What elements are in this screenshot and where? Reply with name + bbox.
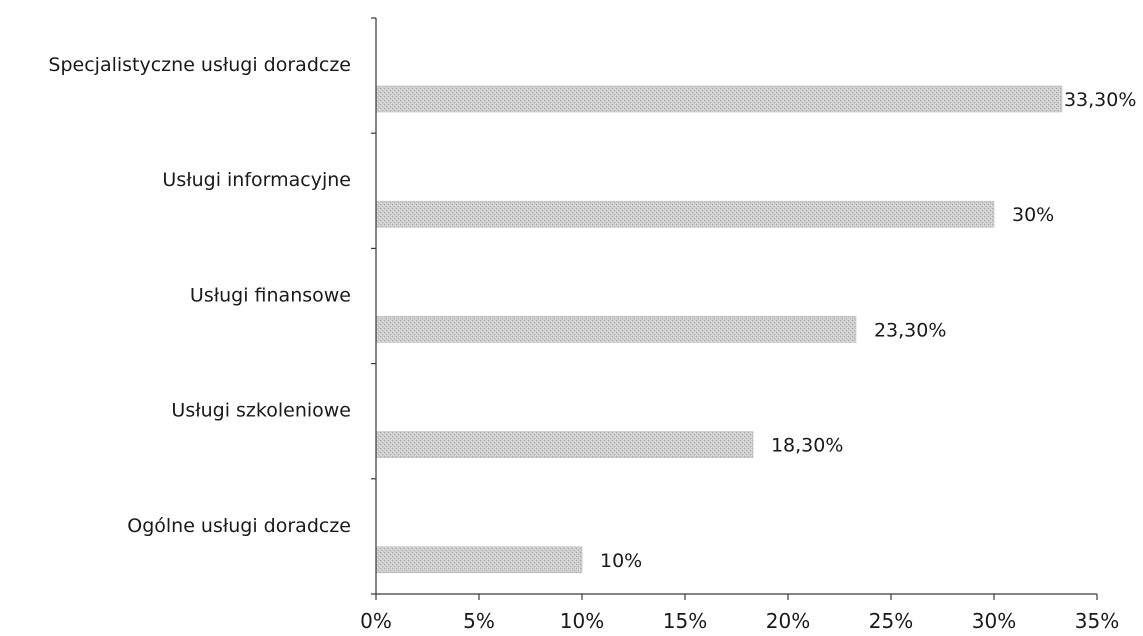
category-label-uslugi-szkoleniowe: Usługi szkoleniowe	[171, 400, 351, 422]
x-tick-label-5: 5%	[463, 609, 495, 633]
labels-group: Specjalistyczne usługi doradcze 33,30% Usł…	[48, 54, 1136, 633]
x-tick-label-30: 30%	[972, 609, 1016, 633]
x-tick-label-20: 20%	[766, 609, 810, 633]
bar-uslugi-szkoleniowe	[375, 431, 754, 458]
bar-ogolne-uslugi-doradcze	[375, 546, 583, 574]
bars-group	[375, 85, 1063, 574]
data-label-uslugi-informacyjne: 30%	[1012, 204, 1054, 226]
axes-group	[371, 17, 1098, 600]
data-label-specjalistyczne-uslugi-doradcze: 33,30%	[1064, 89, 1136, 111]
x-tick-label-25: 25%	[869, 609, 913, 633]
x-tick-label-0: 0%	[360, 609, 392, 633]
x-tick-label-10: 10%	[560, 609, 604, 633]
x-tick-label-35: 35%	[1075, 609, 1119, 633]
x-tick-label-15: 15%	[663, 609, 707, 633]
bar-uslugi-finansowe	[375, 316, 857, 343]
category-label-ogolne-uslugi-doradcze: Ogólne usługi doradcze	[127, 515, 351, 537]
category-label-uslugi-informacyjne: Usługi informacyjne	[162, 169, 351, 191]
data-label-ogolne-uslugi-doradcze: 10%	[600, 550, 642, 572]
data-label-uslugi-szkoleniowe: 18,30%	[771, 435, 843, 457]
bar-uslugi-informacyjne	[375, 200, 995, 228]
category-label-uslugi-finansowe: Usługi finansowe	[190, 284, 351, 306]
bar-specjalistyczne-uslugi-doradcze	[375, 85, 1063, 113]
data-label-uslugi-finansowe: 23,30%	[874, 319, 946, 341]
category-label-specjalistyczne-uslugi-doradcze: Specjalistyczne usługi doradcze	[48, 54, 351, 76]
